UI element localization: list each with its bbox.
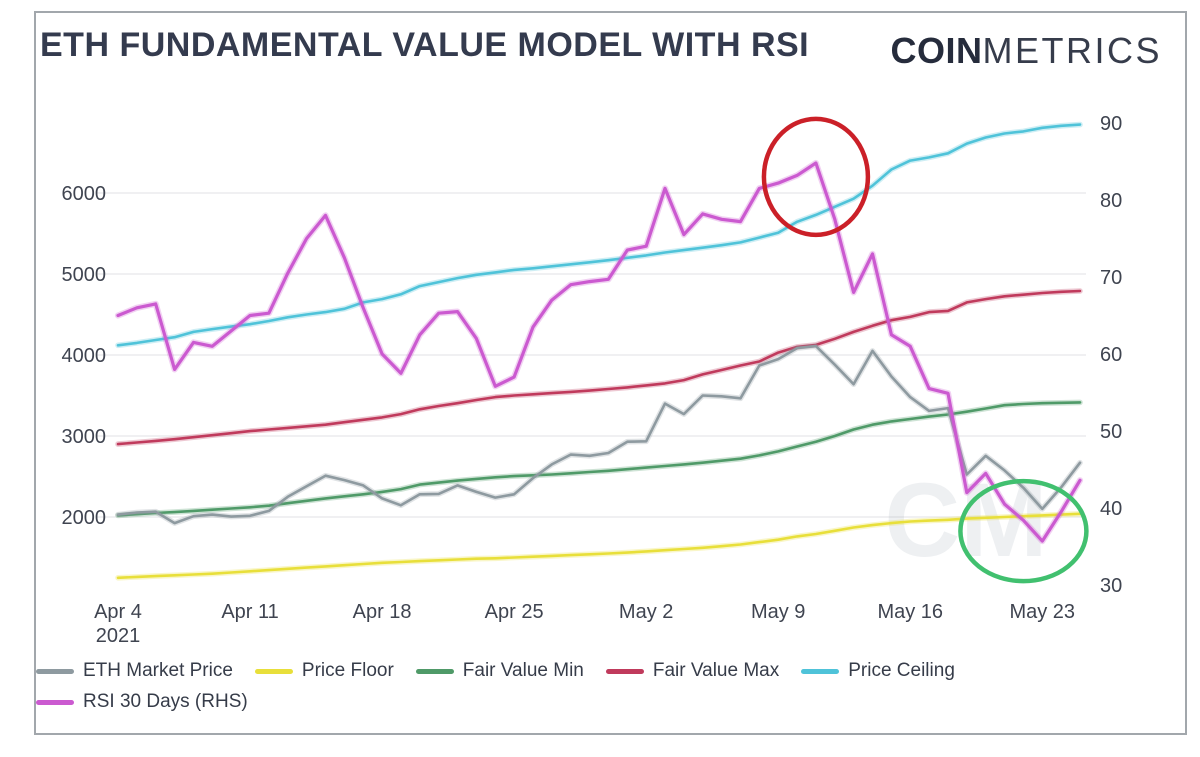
legend-item-price_ceiling: Price Ceiling [801, 660, 955, 682]
legend-item-rsi_30_days: RSI 30 Days (RHS) [36, 691, 248, 713]
series-line-price_ceiling [116, 123, 1082, 347]
legend-label-fair_value_min: Fair Value Min [462, 660, 584, 681]
x-axis-tick-label: May 23 [1009, 601, 1075, 623]
series-line-price_floor [116, 512, 1082, 580]
y-axis-right-tick-label: 30 [1100, 575, 1122, 597]
legend-swatch-fair_value_min [415, 668, 454, 674]
y-axis-left-tick-label: 2000 [62, 507, 107, 529]
x-axis-tick-label: May 9 [751, 601, 805, 623]
x-axis-tick-label: May 16 [877, 601, 943, 623]
y-axis-right-tick-label: 80 [1100, 190, 1122, 212]
legend-swatch-price_floor [254, 668, 293, 674]
legend-swatch-price_ceiling [801, 668, 840, 674]
y-axis-right-tick-label: 90 [1100, 113, 1122, 135]
legend-item-price_floor: Price Floor [254, 660, 394, 682]
y-axis-right-tick-label: 70 [1100, 267, 1122, 289]
x-axis-tick-label: Apr 18 [353, 601, 412, 623]
y-axis-left-tick-label: 6000 [62, 183, 107, 205]
legend-item-fair_value_max: Fair Value Max [605, 660, 780, 682]
logo-coin-text: COIN [890, 30, 983, 71]
legend-item-eth_market_price: ETH Market Price [36, 660, 233, 682]
legend-item-fair_value_min: Fair Value Min [415, 660, 584, 682]
legend-label-fair_value_max: Fair Value Max [652, 660, 780, 681]
legend-swatch-eth_market_price [36, 668, 74, 674]
legend-swatch-rsi_30_days [36, 699, 74, 705]
legend-swatch-fair_value_max [605, 668, 644, 674]
chart-legend: ETH Market Price Price Floor Fair Value Mi… [36, 656, 977, 718]
x-axis-tick-label: Apr 4 [94, 601, 142, 623]
legend-label-price_ceiling: Price Ceiling [848, 660, 955, 681]
y-axis-left-tick-label: 5000 [62, 264, 107, 286]
y-axis-right-tick-label: 50 [1100, 421, 1122, 443]
coinmetrics-logo: COINMETRICS [891, 30, 1163, 72]
x-axis-year-label: 2021 [96, 625, 141, 647]
series-line-eth_market_price [116, 344, 1082, 525]
series-line-rsi_30_days [116, 161, 1082, 543]
y-axis-left-tick-label: 3000 [62, 426, 107, 448]
annotation-green-circle [958, 478, 1089, 584]
chart-frame-border [34, 11, 1187, 735]
x-axis-tick-label: Apr 25 [485, 601, 544, 623]
y-axis-left-tick-label: 4000 [62, 345, 107, 367]
legend-label-price_floor: Price Floor [301, 660, 394, 681]
legend-row-2: RSI 30 Days (RHS) [36, 687, 977, 717]
series-line-fair_value_max [116, 289, 1082, 446]
legend-label-rsi_30_days: RSI 30 Days (RHS) [83, 691, 248, 712]
y-axis-right-tick-label: 60 [1100, 344, 1122, 366]
logo-metrics-text: METRICS [982, 30, 1162, 71]
x-axis-tick-label: Apr 11 [221, 601, 278, 623]
page-title: ETH FUNDAMENTAL VALUE MODEL WITH RSI [40, 26, 810, 64]
annotation-red-circle [761, 116, 871, 238]
x-axis-tick-label: May 2 [619, 601, 673, 623]
legend-label-eth_market_price: ETH Market Price [83, 660, 233, 681]
y-axis-right-tick-label: 40 [1100, 498, 1122, 520]
legend-row-1: ETH Market Price Price Floor Fair Value Mi… [36, 656, 977, 686]
